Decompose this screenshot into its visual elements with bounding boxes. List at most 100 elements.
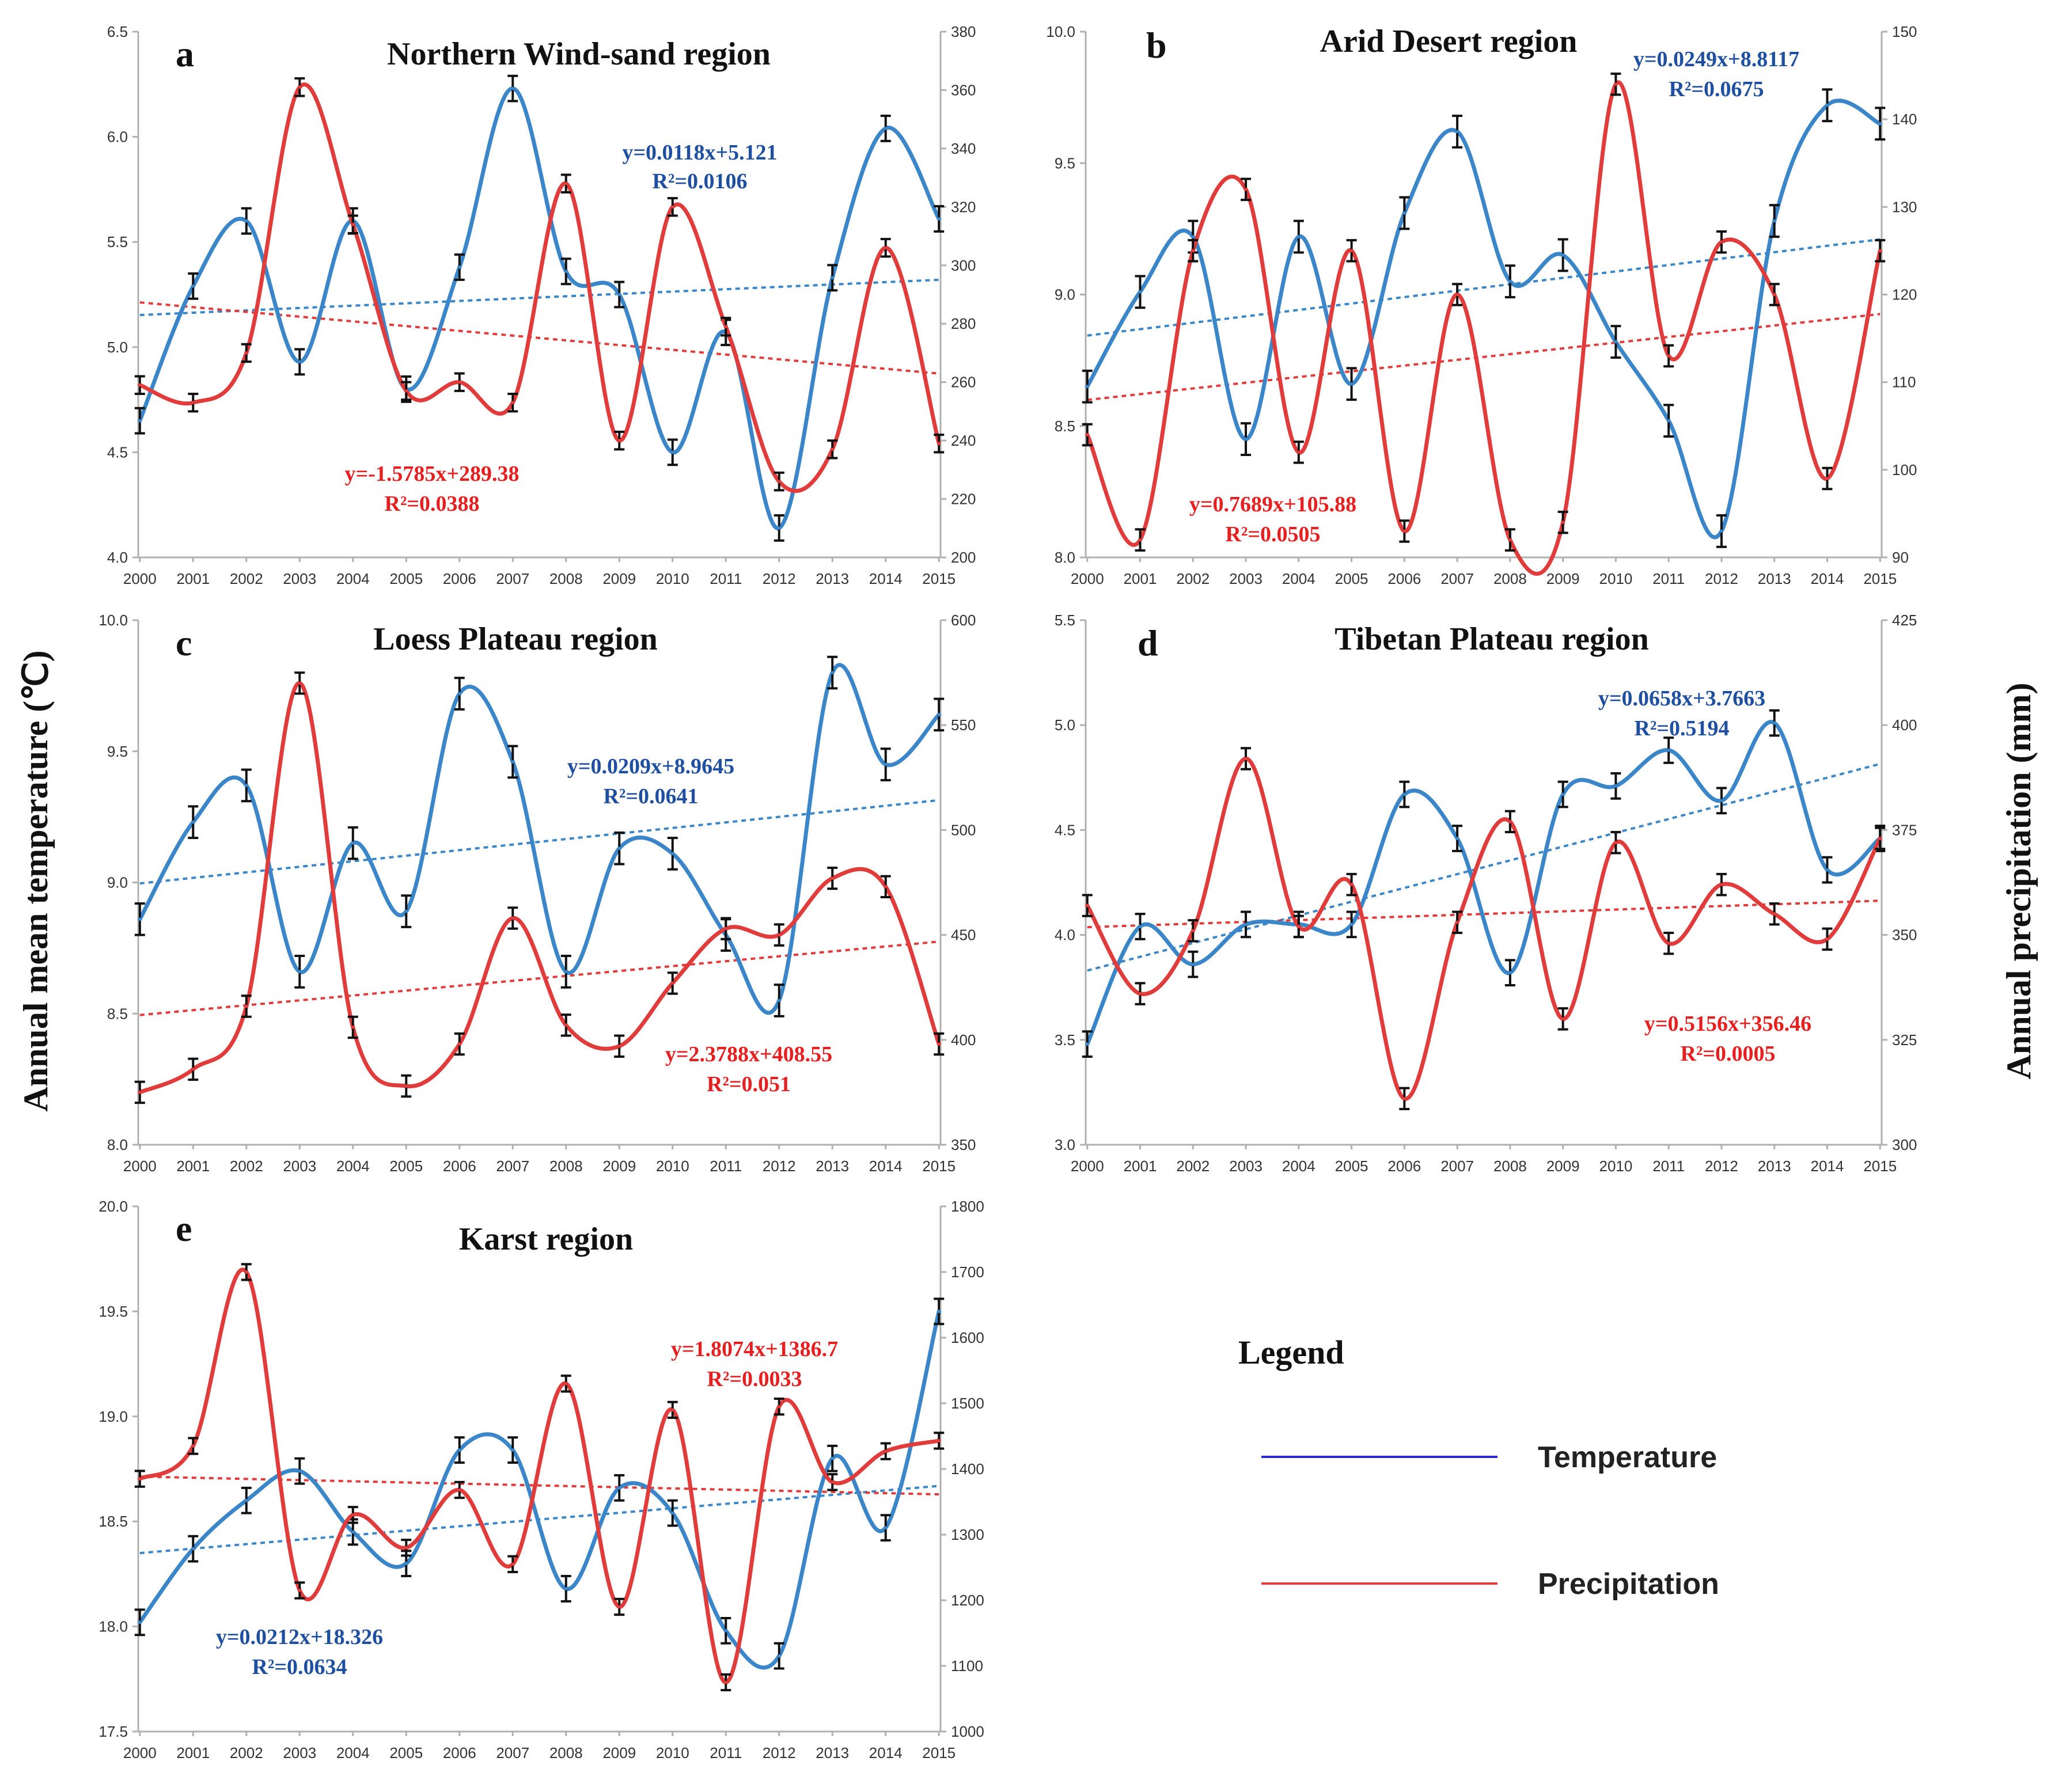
x-tick-label: 2007 — [496, 1744, 529, 1761]
right-tick-label: 1300 — [951, 1526, 984, 1543]
data-point-temperature — [511, 760, 515, 764]
trendline-precipitation — [1087, 313, 1881, 401]
x-tick-label: 2007 — [1440, 1157, 1474, 1175]
right-tick-label: 1000 — [951, 1723, 984, 1740]
data-point-precipitation — [1772, 293, 1776, 297]
left-tick-label: 8.5 — [107, 1005, 128, 1022]
data-point-precipitation — [1561, 521, 1565, 525]
data-point-temperature — [564, 970, 568, 974]
left-tick-label: 10.0 — [1046, 23, 1075, 40]
x-tick-label: 2005 — [389, 570, 423, 587]
right-tick-label: 400 — [1892, 716, 1917, 734]
right-tick-label: 140 — [1892, 111, 1917, 128]
data-point-temperature — [777, 998, 781, 1003]
trend-equation-precipitation: y=-1.5785x+289.38 — [345, 462, 520, 486]
x-tick-label: 2004 — [336, 1157, 370, 1175]
data-point-temperature — [1719, 529, 1723, 533]
data-point-temperature — [1455, 130, 1459, 134]
data-point-temperature — [1296, 235, 1301, 239]
left-tick-label: 6.5 — [107, 23, 128, 40]
left-tick-label: 4.0 — [107, 549, 128, 566]
trend-r2-temperature: R²=0.0675 — [1669, 77, 1764, 101]
x-tick-label: 2007 — [1440, 570, 1474, 587]
data-point-temperature — [1614, 784, 1618, 788]
left-tick-label: 18.5 — [98, 1513, 128, 1530]
chart-panel-e: 17.5 18.0 18.5 19.0 19.5 20.0 1000 1100 1200 1300… — [98, 1198, 984, 1761]
data-point-precipitation — [564, 1023, 568, 1027]
data-point-temperature — [831, 276, 835, 280]
right-tick-label: 360 — [951, 81, 976, 98]
right-tick-label: 1100 — [951, 1657, 983, 1675]
data-point-precipitation — [670, 981, 674, 985]
x-tick-label: 2000 — [123, 1157, 157, 1175]
data-point-precipitation — [457, 380, 461, 384]
right-tick-label: 260 — [951, 374, 976, 391]
trend-r2-precipitation: R²=0.0388 — [385, 492, 480, 516]
x-tick-label: 2010 — [1599, 1157, 1632, 1175]
data-point-temperature — [404, 1562, 408, 1566]
data-point-temperature — [191, 820, 195, 824]
data-point-precipitation — [831, 447, 835, 451]
data-point-precipitation — [777, 480, 781, 484]
series-line-precipitation — [138, 82, 941, 493]
legend-title: Legend — [1238, 1334, 1344, 1371]
data-point-precipitation — [1614, 82, 1618, 86]
data-point-precipitation — [777, 933, 781, 937]
panel-title: Karst region — [459, 1221, 633, 1257]
data-point-temperature — [1561, 253, 1565, 257]
x-tick-label: 2015 — [922, 570, 956, 587]
data-point-precipitation — [1191, 249, 1195, 253]
data-point-precipitation — [1772, 912, 1776, 916]
right-tick-label: 200 — [951, 549, 976, 566]
data-point-temperature — [884, 762, 888, 766]
data-point-precipitation — [617, 439, 621, 443]
data-point-temperature — [1402, 792, 1406, 796]
x-tick-label: 2012 — [763, 1157, 796, 1175]
right-tick-label: 100 — [1892, 461, 1917, 479]
data-point-temperature — [1772, 721, 1776, 725]
x-tick-label: 2004 — [336, 1744, 370, 1761]
trend-r2-precipitation: R²=0.051 — [707, 1072, 791, 1096]
data-point-temperature — [1825, 868, 1829, 872]
data-point-precipitation — [617, 1605, 621, 1609]
right-tick-label: 340 — [951, 140, 976, 157]
trendline-temperature — [1087, 762, 1881, 972]
panel-title: Loess Plateau region — [373, 621, 658, 657]
trend-equation-temperature: y=0.0212x+18.326 — [216, 1625, 383, 1649]
data-point-temperature — [1508, 279, 1512, 283]
data-point-temperature — [404, 909, 408, 913]
trendline-precipitation — [139, 940, 939, 1016]
left-tick-label: 9.0 — [1055, 286, 1075, 303]
data-point-temperature — [1349, 922, 1354, 927]
data-point-precipitation — [564, 1381, 568, 1385]
x-tick-label: 2003 — [283, 570, 316, 587]
data-point-temperature — [884, 1526, 888, 1530]
data-point-precipitation — [1402, 529, 1406, 533]
data-point-precipitation — [777, 1404, 781, 1408]
data-point-precipitation — [1296, 450, 1301, 454]
trendline-temperature — [139, 799, 939, 885]
left-tick-label: 3.5 — [1055, 1031, 1075, 1049]
panel-letter: e — [176, 1208, 192, 1249]
trend-r2-temperature: R²=0.0634 — [252, 1655, 347, 1679]
data-point-precipitation — [831, 876, 835, 880]
data-point-precipitation — [670, 205, 674, 209]
right-tick-label: 280 — [951, 315, 976, 332]
data-point-temperature — [1614, 340, 1618, 344]
data-point-temperature — [1719, 799, 1723, 803]
data-point-precipitation — [1085, 903, 1089, 908]
right-tick-label: 550 — [951, 716, 976, 734]
right-tick-label: 1700 — [951, 1263, 984, 1281]
data-point-precipitation — [1878, 836, 1882, 840]
data-point-temperature — [1825, 103, 1829, 107]
data-point-precipitation — [1825, 477, 1829, 481]
data-point-temperature — [617, 846, 621, 851]
data-point-temperature — [138, 917, 142, 921]
x-tick-label: 2009 — [602, 1744, 636, 1761]
left-tick-label: 3.0 — [1055, 1136, 1075, 1153]
left-tick-label: 4.5 — [1055, 821, 1075, 838]
legend: Legend Temperature Precipitation — [1238, 1334, 1719, 1601]
data-point-precipitation — [1244, 187, 1248, 191]
x-tick-label: 2001 — [1124, 1157, 1157, 1175]
data-point-temperature — [1191, 962, 1195, 966]
